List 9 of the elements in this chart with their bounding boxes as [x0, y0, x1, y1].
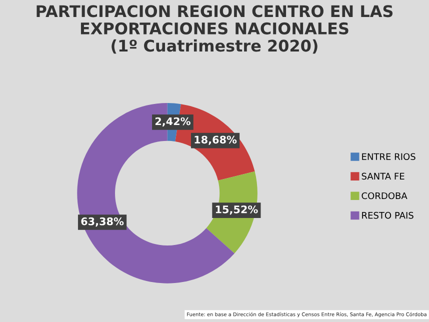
data-label: 63,38%	[81, 217, 124, 227]
legend-label: RESTO PAIS	[362, 212, 414, 219]
legend-label: CORDOBA	[362, 192, 408, 200]
data-label: 15,52%	[216, 205, 258, 215]
data-label: 2,42%	[155, 117, 190, 127]
legend-label: SANTA FE	[362, 172, 404, 180]
chart-title: PARTICIPACION REGION CENTRO EN LAS EXPORTACIONES NACIONALES (1º Cuatrimestre 2020)	[36, 5, 393, 54]
data-label: 18,68%	[194, 136, 237, 145]
legend-label: ENTRE RIOS	[362, 153, 416, 160]
